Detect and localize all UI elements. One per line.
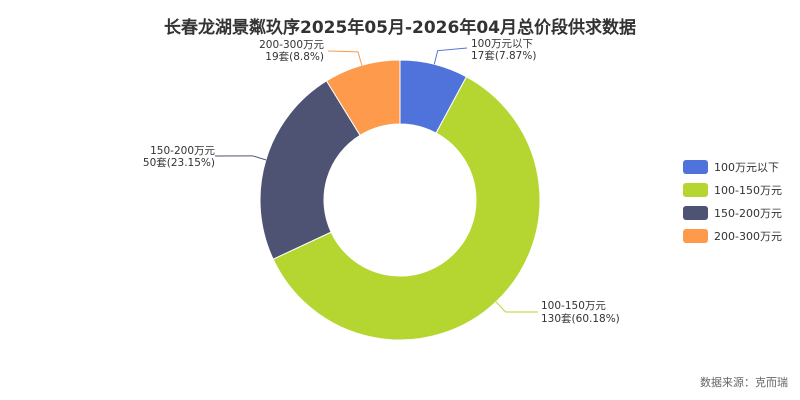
legend-label-3[interactable]: 150-200万元 (714, 207, 782, 220)
slice-label-category-3: 150-200万元 (150, 145, 215, 157)
leader-line-2 (495, 301, 539, 313)
slice-label-category-4: 200-300万元 (259, 39, 324, 51)
chart-title: 长春龙湖景粼玖序2025年05月-2026年04月总价段供求数据 (164, 18, 636, 38)
slice-3[interactable] (259, 80, 361, 260)
legend-swatch-1[interactable] (683, 160, 708, 174)
slice-label-category-2: 100-150万元 (541, 300, 606, 312)
legend-label-4[interactable]: 200-300万元 (714, 230, 782, 243)
leader-line-1 (433, 47, 468, 65)
slice-label-value-4: 19套(8.8%) (265, 50, 324, 63)
legend-label-2[interactable]: 100-150万元 (714, 184, 782, 197)
slice-label-value-1: 17套(7.87%) (471, 49, 536, 62)
label-leader-lines (214, 47, 539, 313)
slice-label-value-2: 130套(60.18%) (541, 312, 620, 325)
legend-swatch-2[interactable] (683, 183, 708, 197)
slice-2[interactable] (272, 76, 541, 341)
source-note: 数据来源：克而瑞 (700, 376, 788, 389)
legend-swatch-4[interactable] (683, 229, 708, 243)
legend: 100万元以下 100-150万元 150-200万元 200-300万元 (683, 160, 782, 243)
leader-line-4 (327, 50, 363, 66)
leader-line-3 (214, 155, 267, 161)
slice-label-value-3: 50套(23.15%) (143, 156, 215, 169)
legend-label-1[interactable]: 100万元以下 (714, 161, 779, 174)
slice-label-category-1: 100万元以下 (471, 38, 533, 50)
legend-swatch-3[interactable] (683, 206, 708, 220)
slice-4[interactable] (325, 59, 401, 137)
donut-slices (259, 59, 541, 341)
